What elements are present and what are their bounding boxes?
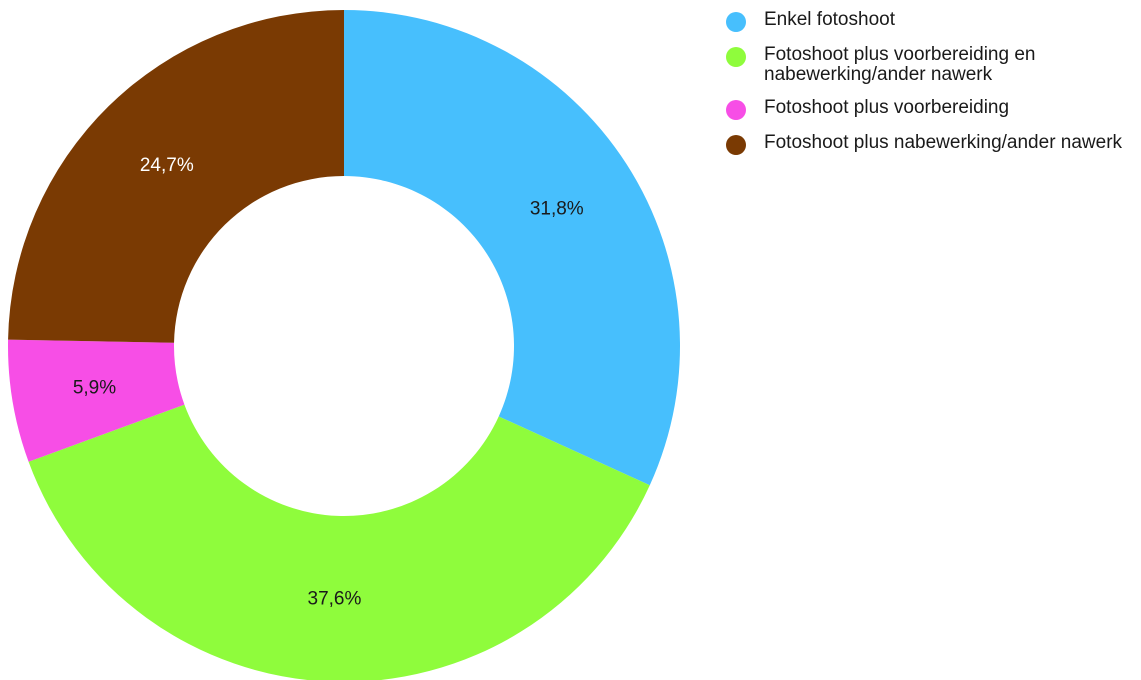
legend-item-1: Enkel fotoshoot [726,10,1131,32]
slice-percent-label-2: 37,6% [308,588,362,609]
legend-item-2: Fotoshoot plus voorbereiding en nabewerk… [726,45,1131,85]
slices-layer [7,10,680,680]
legend-swatch-3 [726,100,746,120]
donut-slice-4 [8,10,344,343]
slice-percent-label-4: 24,7% [140,155,194,176]
legend-label-2: Fotoshoot plus voorbereiding en nabewerk… [764,44,1036,85]
labels-layer: 31,8% 37,6% 5,9% 24,7% [73,155,584,609]
slice-percent-label-1: 31,8% [530,199,584,220]
legend-item-4: Fotoshoot plus nabewerking/ander nawerk [726,133,1131,155]
legend-item-3: Fotoshoot plus voorbereiding [726,98,1131,120]
donut-slice-1 [344,10,680,486]
legend-label-3: Fotoshoot plus voorbereiding [764,97,1010,118]
chart-legend: Enkel fotoshoot Fotoshoot plus voorbereid… [726,10,1131,168]
donut-slice-3 [7,339,185,462]
legend-swatch-4 [726,135,746,155]
legend-label-1: Enkel fotoshoot [764,9,895,30]
legend-swatch-1 [726,12,746,32]
donut-slice-2 [28,404,650,680]
legend-label-4: Fotoshoot plus nabewerking/ander nawerk [764,132,1123,153]
legend-swatch-2 [726,47,746,67]
slice-percent-label-3: 5,9% [73,377,116,398]
